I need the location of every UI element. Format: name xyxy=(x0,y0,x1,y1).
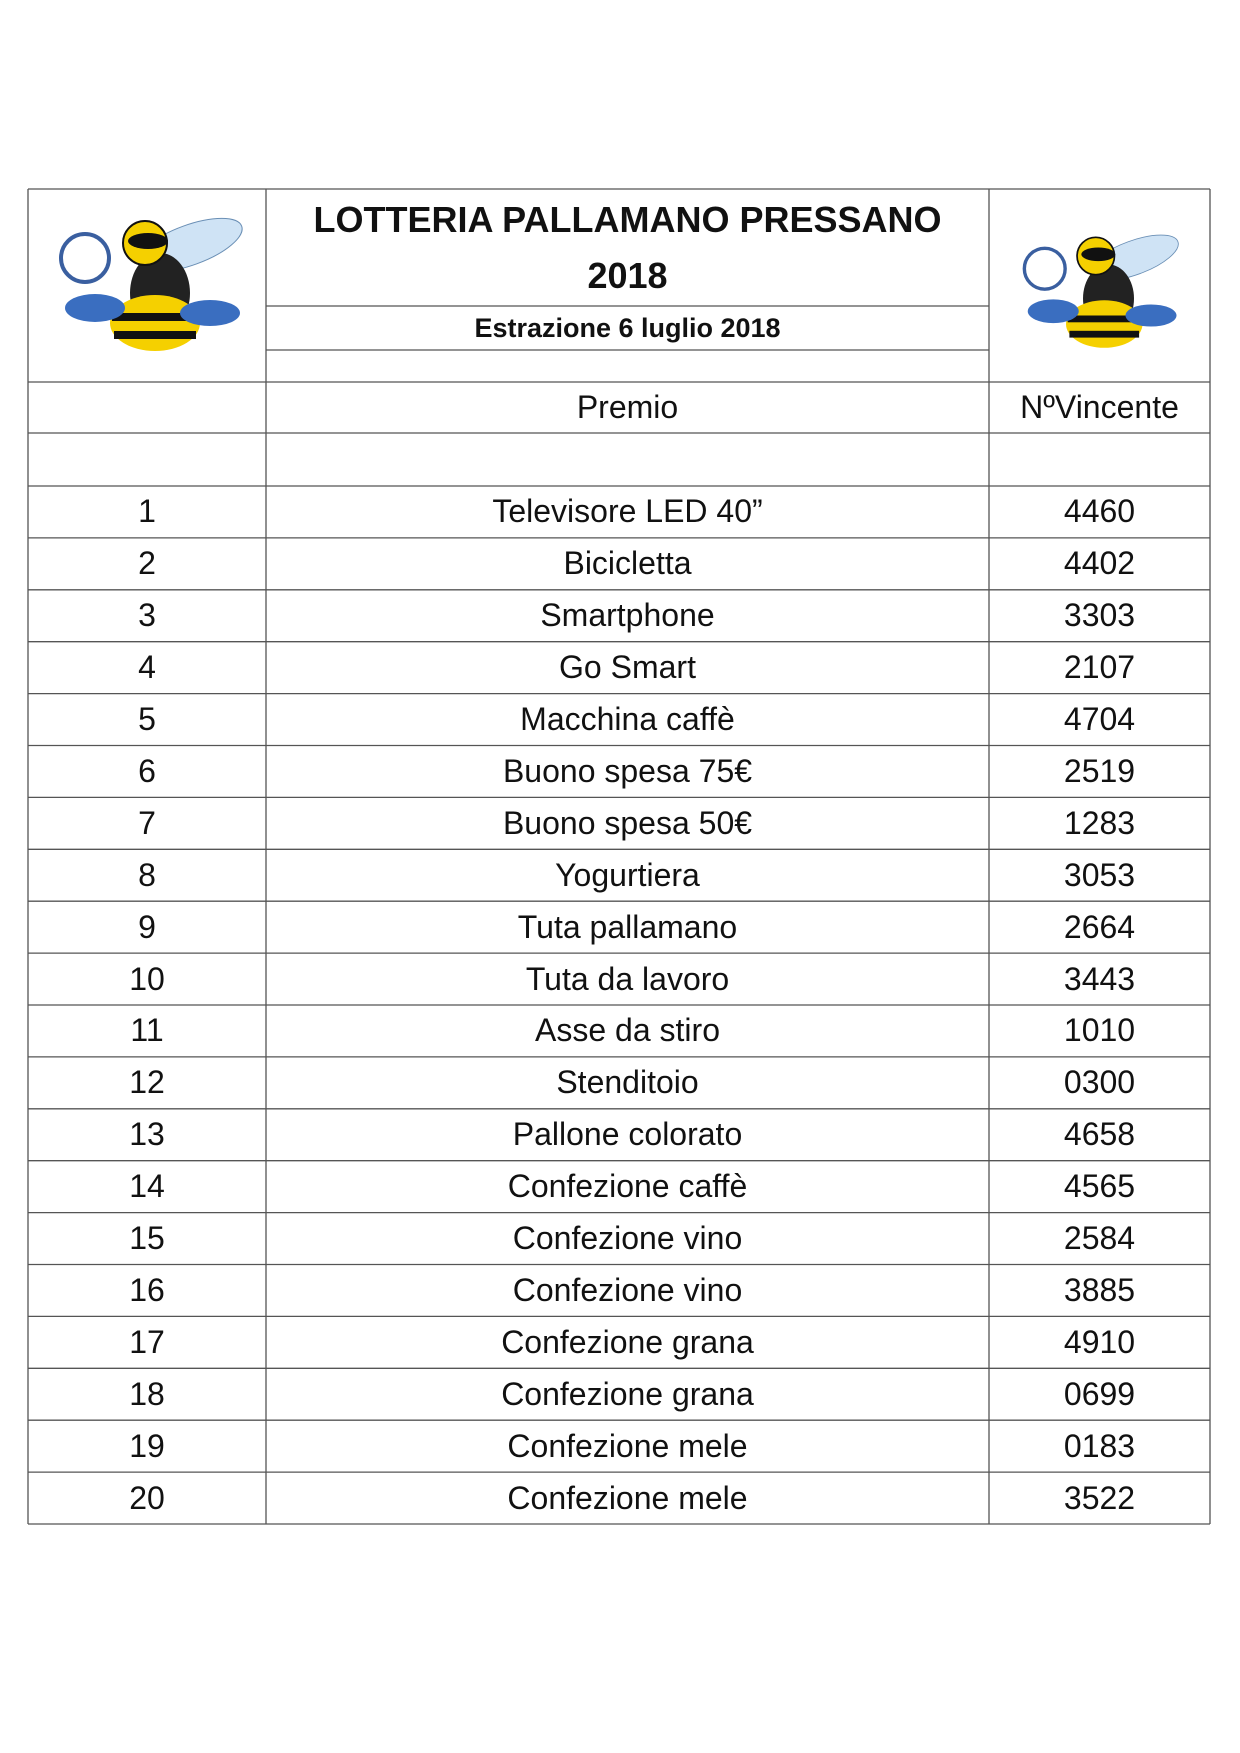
prize-name: Macchina caffè xyxy=(520,701,735,738)
prize-rank: 18 xyxy=(129,1375,165,1412)
prize-name: Confezione vino xyxy=(512,1220,743,1257)
winning-number: 0300 xyxy=(1063,1064,1136,1101)
prize-rank: 10 xyxy=(129,960,165,997)
prize-rank: 20 xyxy=(129,1479,165,1516)
prize-rank: 17 xyxy=(129,1323,165,1360)
prize-rank: 9 xyxy=(138,908,156,945)
prize-name: Asse da stiro xyxy=(535,1012,720,1049)
winning-number: 1283 xyxy=(1063,804,1136,841)
prize-name: Tuta pallamano xyxy=(517,908,738,945)
prize-rank: 13 xyxy=(129,1116,165,1153)
winning-number: 2584 xyxy=(1063,1220,1136,1257)
winning-number: 4910 xyxy=(1063,1323,1136,1360)
bee-logo xyxy=(59,217,243,351)
bee-logo xyxy=(1022,234,1179,348)
winning-number: 1010 xyxy=(1063,1012,1136,1049)
subtitle: Estrazione 6 luglio 2018 xyxy=(474,312,781,343)
prize-name: Confezione vino xyxy=(512,1271,743,1308)
prize-name: Stenditoio xyxy=(556,1064,699,1101)
prize-name: Confezione mele xyxy=(507,1479,748,1516)
winning-number: 0183 xyxy=(1063,1427,1136,1464)
prize-rank: 2 xyxy=(138,545,156,582)
prize-name: Confezione grana xyxy=(501,1375,754,1412)
column-header: Premio xyxy=(576,389,679,425)
prize-name: Buono spesa 75€ xyxy=(502,752,753,789)
winning-number: 4658 xyxy=(1063,1116,1136,1153)
winning-number: 4565 xyxy=(1063,1168,1136,1205)
prize-name: Tuta da lavoro xyxy=(525,960,730,997)
prize-rank: 5 xyxy=(138,701,156,738)
prize-name: Confezione mele xyxy=(507,1427,748,1464)
prize-rank: 8 xyxy=(138,856,156,893)
winning-number: 2107 xyxy=(1063,649,1136,686)
prize-name: Confezione caffè xyxy=(507,1168,748,1205)
prize-rank: 1 xyxy=(138,493,156,530)
prize-name: Pallone colorato xyxy=(512,1116,743,1153)
winning-number: 4460 xyxy=(1063,493,1136,530)
winning-number: 3443 xyxy=(1063,960,1136,997)
prize-rank: 11 xyxy=(130,1012,164,1049)
winning-number: 2664 xyxy=(1063,908,1136,945)
winning-number: 2519 xyxy=(1063,752,1136,789)
winning-number: 3522 xyxy=(1063,1479,1136,1516)
winning-number: 3303 xyxy=(1063,597,1136,634)
column-header: NºVincente xyxy=(1020,389,1179,425)
prize-rank: 16 xyxy=(129,1271,165,1308)
winning-number: 0699 xyxy=(1063,1375,1136,1412)
prize-name: Televisore LED 40” xyxy=(492,493,763,530)
winning-number: 4704 xyxy=(1063,701,1136,738)
winning-number: 3885 xyxy=(1063,1271,1136,1308)
prize-name: Buono spesa 50€ xyxy=(502,804,753,841)
prize-rank: 19 xyxy=(129,1427,165,1464)
prize-name: Bicicletta xyxy=(563,545,692,582)
title: LOTTERIA PALLAMANO PRESSANO 2018 xyxy=(313,198,942,296)
prize-name: Confezione grana xyxy=(501,1323,754,1360)
prize-rank: 6 xyxy=(138,752,156,789)
prize-name: Yogurtiera xyxy=(555,856,700,893)
prize-name: Go Smart xyxy=(559,649,696,686)
prize-rank: 7 xyxy=(138,804,156,841)
prize-rank: 4 xyxy=(138,649,156,686)
winning-number: 4402 xyxy=(1063,545,1136,582)
prize-rank: 14 xyxy=(129,1168,165,1205)
prize-rank: 3 xyxy=(138,597,156,634)
prize-rank: 15 xyxy=(129,1220,165,1257)
winning-number: 3053 xyxy=(1063,856,1136,893)
prize-rank: 12 xyxy=(129,1064,165,1101)
prize-name: Smartphone xyxy=(540,597,715,634)
